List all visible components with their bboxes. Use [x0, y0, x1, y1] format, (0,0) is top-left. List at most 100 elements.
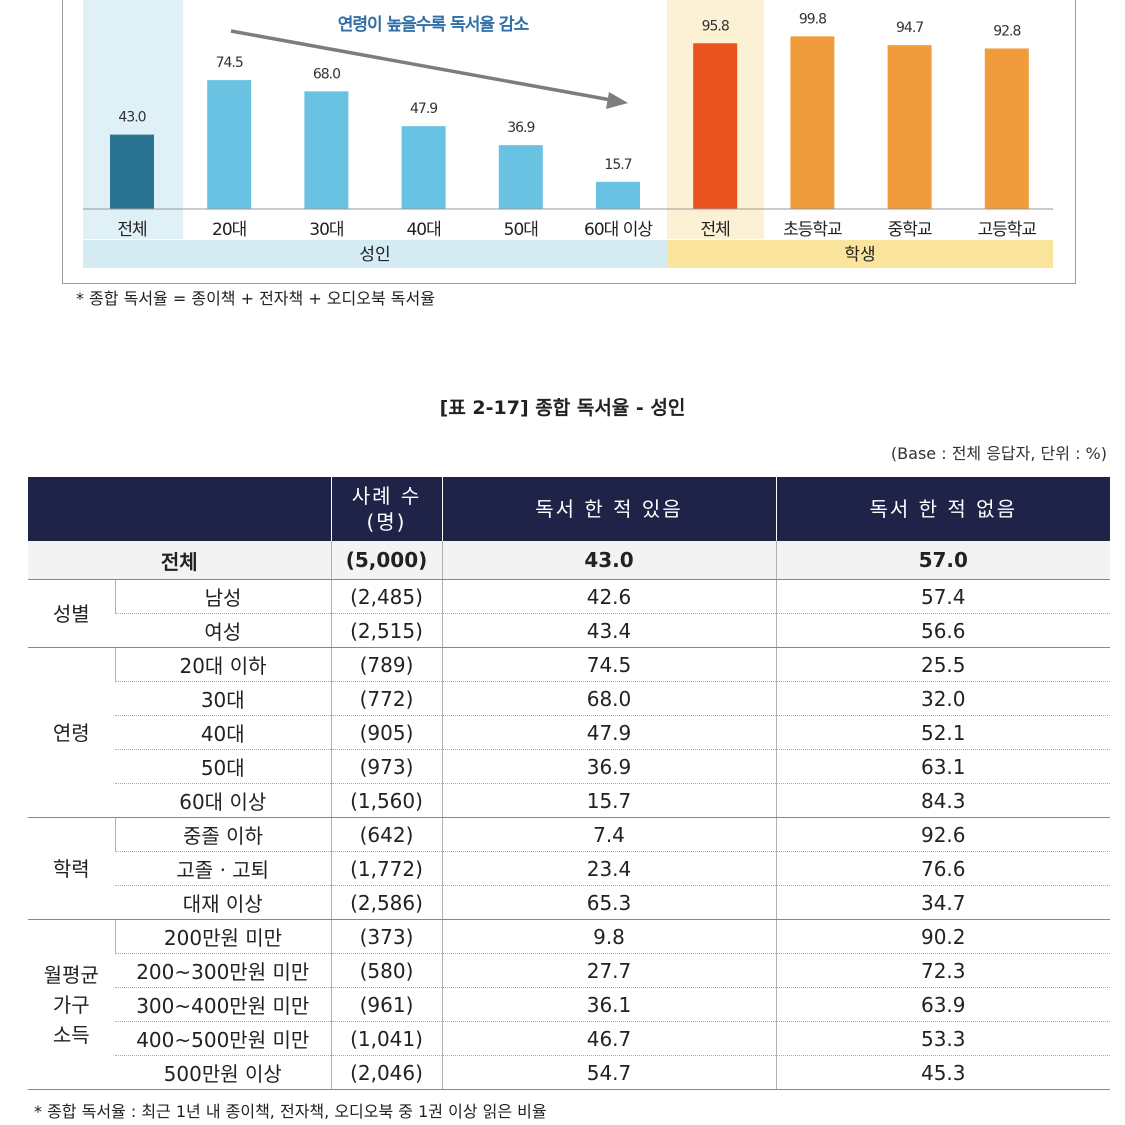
bar-chart: 성인 학생 43.0 전체 74.5 20대 68.0 30대 47.9 40대 36.9 50대 15…	[83, 0, 1053, 268]
group-label-line: 연령	[52, 720, 90, 745]
table-row: 200~300만원 미만 (580) 27.7 72.3	[28, 953, 1110, 988]
group-label: 학력	[28, 817, 115, 920]
chart-bar	[207, 80, 252, 210]
row-yes: 7.4	[441, 817, 776, 852]
category-tick-label: 고등학교	[978, 220, 1037, 240]
bar-value-label: 74.5	[216, 55, 243, 71]
chart-bar	[693, 43, 738, 210]
group-label-line: 소득	[52, 1022, 90, 1047]
row-count: (373)	[330, 919, 442, 954]
row-label: 400~500만원 미만	[115, 1021, 331, 1056]
row-no: 90.2	[775, 919, 1110, 954]
total-yes: 43.0	[441, 541, 776, 580]
table-base-note: (Base : 전체 응답자, 단위 : %)	[890, 444, 1107, 463]
row-no: 63.1	[775, 749, 1110, 784]
table-header-row: 사례 수 (명) 독서 한 적 있음 독서 한 적 없음	[28, 477, 1110, 541]
row-no: 92.6	[775, 817, 1110, 852]
row-yes: 65.3	[441, 885, 776, 920]
row-yes: 54.7	[441, 1055, 776, 1090]
row-yes: 36.9	[441, 749, 776, 784]
category-tick-label: 30대	[309, 220, 343, 240]
category-tick-label: 20대	[212, 220, 246, 240]
row-yes: 43.4	[441, 613, 776, 648]
chart-bar	[498, 145, 543, 209]
table-row: 50대 (973) 36.9 63.1	[28, 749, 1110, 784]
row-label: 50대	[115, 749, 331, 784]
row-label: 200만원 미만	[114, 919, 331, 954]
category-tick-label: 전체	[117, 220, 146, 240]
row-label: 60대 이상	[115, 783, 331, 818]
header-count-line1: 사례 수	[351, 484, 422, 508]
group-label-adult: 성인	[359, 245, 390, 265]
bar-value-label: 68.0	[313, 66, 340, 82]
bar-value-label: 15.7	[604, 157, 631, 173]
table-row: 월평균 가구 소득 200만원 미만 (373) 9.8 90.2	[28, 919, 1110, 1090]
chart-bar	[596, 181, 640, 209]
trend-annotation: 연령이 높을수록 독서율 감소	[338, 14, 530, 35]
group-label-line: 가구	[52, 992, 90, 1017]
header-count-line2: (명)	[366, 510, 407, 534]
table-row: 대재 이상 (2,586) 65.3 34.7	[28, 885, 1110, 920]
header-category	[28, 477, 331, 541]
category-tick-label: 중학교	[888, 220, 932, 240]
total-label: 전체	[28, 541, 331, 580]
row-count: (2,586)	[330, 885, 442, 920]
row-yes: 74.5	[441, 647, 776, 682]
row-label: 300~400만원 미만	[115, 987, 331, 1022]
row-no: 76.6	[775, 851, 1110, 886]
table-row: 40대 (905) 47.9 52.1	[28, 715, 1110, 750]
category-tick-label: 40대	[406, 220, 440, 240]
group-band-adult	[83, 240, 667, 268]
row-label: 500만원 이상	[115, 1055, 331, 1090]
row-yes: 15.7	[441, 783, 776, 818]
group-label: 성별	[28, 579, 115, 648]
bar-value-label: 99.8	[799, 11, 826, 27]
table-row: 학력 중졸 이하 (642) 7.4 92.6	[28, 817, 1110, 920]
row-yes: 47.9	[441, 715, 776, 750]
row-count: (2,485)	[330, 579, 442, 614]
group-label-line: 성별	[52, 601, 90, 626]
category-tick-label: 전체	[701, 220, 730, 240]
row-no: 34.7	[775, 885, 1110, 920]
table-row: 연령 20대 이하 (789) 74.5 25.5	[28, 647, 1110, 818]
trend-arrow-line	[230, 29, 612, 102]
bar-value-label: 43.0	[118, 110, 145, 126]
row-no: 56.6	[775, 613, 1110, 648]
row-count: (905)	[330, 715, 442, 750]
row-no: 84.3	[775, 783, 1110, 818]
table-row: 성별 남성 (2,485) 42.6 57.4	[28, 579, 1110, 648]
row-label: 여성	[115, 613, 331, 648]
row-yes: 9.8	[441, 919, 776, 954]
row-yes: 27.7	[441, 953, 776, 988]
row-no: 45.3	[775, 1055, 1110, 1090]
row-count: (642)	[330, 817, 442, 852]
row-no: 32.0	[775, 681, 1110, 716]
bar-value-label: 95.8	[702, 18, 729, 34]
table-row: 300~400만원 미만 (961) 36.1 63.9	[28, 987, 1110, 1022]
chart-bar	[401, 126, 446, 209]
total-count: (5,000)	[330, 541, 442, 580]
chart-bar	[887, 45, 932, 209]
chart-footnote: * 종합 독서율 = 종이책 + 전자책 + 오디오북 독서율	[76, 289, 435, 308]
row-count: (2,515)	[330, 613, 442, 648]
row-no: 72.3	[775, 953, 1110, 988]
row-label: 남성	[114, 579, 331, 614]
row-no: 57.4	[775, 579, 1110, 614]
table-row: 60대 이상 (1,560) 15.7 84.3	[28, 783, 1110, 818]
group-band-student	[667, 240, 1053, 268]
row-label: 중졸 이하	[114, 817, 331, 852]
row-yes: 42.6	[441, 579, 776, 614]
row-no: 63.9	[775, 987, 1110, 1022]
row-no: 53.3	[775, 1021, 1110, 1056]
row-count: (1,041)	[330, 1021, 442, 1056]
table-body: 전체 (5,000) 43.0 57.0 성별 남성 (2,485) 42.6 57.4…	[28, 541, 1110, 1090]
table-row: 여성 (2,515) 43.4 56.6	[28, 613, 1110, 648]
bar-value-label: 92.8	[993, 23, 1020, 39]
table-title: [표 2-17] 종합 독서율 - 성인	[439, 397, 686, 419]
table-row: 500만원 이상 (2,046) 54.7 45.3	[28, 1055, 1110, 1090]
row-yes: 46.7	[441, 1021, 776, 1056]
group-label-line: 학력	[52, 856, 90, 881]
row-label: 고졸 · 고퇴	[115, 851, 331, 886]
row-count: (961)	[330, 987, 442, 1022]
row-count: (1,772)	[330, 851, 442, 886]
